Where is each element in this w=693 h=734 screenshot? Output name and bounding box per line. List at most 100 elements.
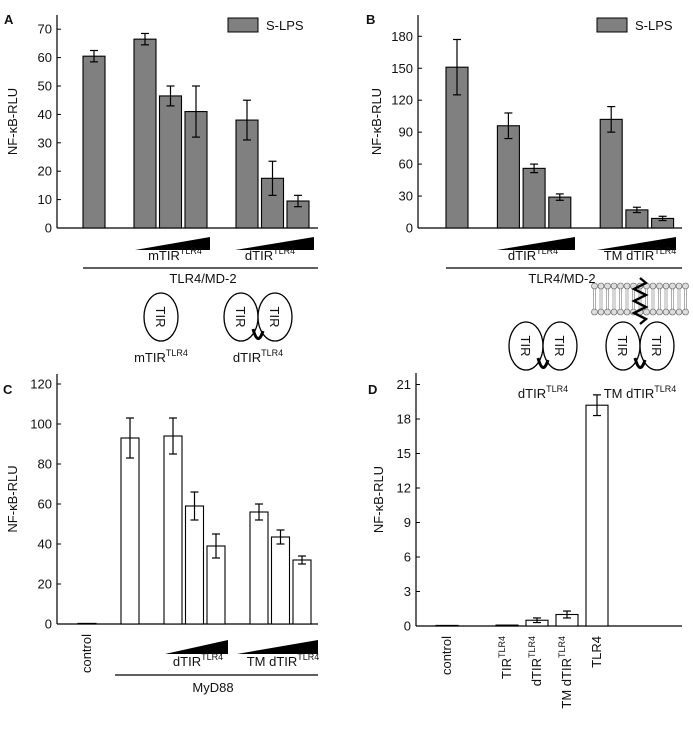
diagram-label: dTIRTLR4 [233, 348, 283, 365]
domain-shape [542, 321, 578, 371]
y-tick-label: 0 [406, 221, 413, 236]
lipid-head [623, 308, 631, 316]
y-tick-label: 100 [30, 417, 52, 432]
lipid-head [591, 282, 598, 290]
lipid-head [604, 282, 611, 290]
lipid-head [604, 308, 611, 316]
diagram-label-sup: TLR4 [654, 384, 676, 394]
lipid-head [682, 282, 689, 290]
diagram-label: mTIRTLR4 [134, 348, 188, 365]
lipid-head [610, 308, 618, 316]
annotation-sup: TLR4 [180, 246, 202, 256]
y-tick-label: 120 [391, 93, 413, 108]
dose-wedge [237, 640, 318, 654]
bar [496, 125, 520, 229]
annotation-sup: TLR4 [273, 246, 295, 256]
y-tick-label: 50 [38, 79, 52, 94]
annotation-sup: TLR4 [654, 246, 676, 256]
y-tick-label: 0 [404, 619, 411, 634]
diagram-label: dTIRTLR4 [518, 384, 568, 401]
lipid-head [643, 308, 650, 316]
y-tick-label: 12 [397, 481, 411, 496]
lipid-head [675, 308, 683, 316]
diagram-label-sup: TLR4 [546, 384, 568, 394]
bar [82, 55, 106, 229]
y-tick-label: 120 [30, 377, 52, 392]
legend-swatch [227, 17, 259, 33]
y-tick-label: 0 [45, 221, 52, 236]
domain-text: TIR [233, 307, 248, 328]
annotation: MyD88 [192, 680, 233, 695]
domain-text: TIR [267, 307, 282, 328]
domain-text: TIR [153, 307, 168, 328]
annotation-sup: TLR4 [536, 246, 558, 256]
dose-wedge [135, 237, 210, 250]
diagram-label-sup: TLR4 [166, 348, 188, 358]
bar [435, 624, 459, 627]
annotation-main: dTIR [245, 248, 273, 263]
annotation-main: dTIR [508, 248, 536, 263]
linker [633, 357, 647, 369]
diagram-label-main: TM dTIR [604, 386, 655, 401]
y-tick-label: 60 [38, 50, 52, 65]
x-tick-label-main: dTIR [529, 658, 544, 686]
x-tick-label: dTIRTLR4 [527, 636, 544, 686]
x-tick-label-sup: TLR4 [497, 636, 507, 658]
lipid-head [656, 308, 663, 316]
y-tick-label: 150 [391, 61, 413, 76]
annotation: dTIRTLR4 [508, 246, 558, 263]
x-tick-label: TM dTIRTLR4 [557, 636, 574, 709]
lipid-head [623, 282, 631, 290]
lipid-head [597, 282, 605, 290]
bar [77, 622, 97, 625]
bar [599, 118, 623, 229]
y-tick-label: 3 [404, 584, 411, 599]
annotation-main: TLR4/MD-2 [169, 271, 236, 286]
lipid-head [669, 308, 676, 316]
y-tick-label: 0 [45, 617, 52, 632]
annotation-sup: TLR4 [201, 652, 223, 662]
annotation-main: mTIR [148, 248, 180, 263]
y-tick-label: 21 [397, 377, 411, 392]
dose-wedge [597, 237, 676, 250]
annotation: TLR4/MD-2 [528, 271, 595, 286]
diagram-label: TM dTIRTLR4 [604, 384, 677, 401]
y-tick-label: 80 [38, 457, 52, 472]
domain-text: TIR [552, 336, 567, 357]
diagram-label-main: dTIR [518, 386, 546, 401]
diagram-label-main: mTIR [134, 350, 166, 365]
annotation: TM dTIRTLR4 [247, 652, 320, 669]
annotation-main: TM dTIR [247, 654, 298, 669]
bar [585, 404, 609, 627]
x-tick-label-main: TIR [499, 658, 514, 679]
x-tick-label-main: control [79, 634, 94, 673]
annotation: dTIRTLR4 [245, 246, 295, 263]
lipid-head [682, 308, 689, 316]
lipid-head [669, 282, 676, 290]
diagram-label-sup: TLR4 [261, 348, 283, 358]
domain-text: TIR [649, 336, 664, 357]
y-tick-label: 70 [38, 22, 52, 37]
y-axis-label: NF-κB-RLU [369, 88, 384, 155]
annotation: mTIRTLR4 [148, 246, 202, 263]
lipid-head [597, 308, 605, 316]
diagram-label-main: dTIR [233, 350, 261, 365]
x-tick-label: TLR4 [589, 636, 604, 668]
tm-helix [631, 277, 649, 325]
annotation: TM dTIRTLR4 [604, 246, 677, 263]
lipid-head [656, 282, 663, 290]
linker [251, 328, 265, 340]
annotation-main: TM dTIR [604, 248, 655, 263]
x-tick-label-sup: TLR4 [557, 636, 567, 658]
bar [292, 559, 312, 625]
lipid-head [662, 308, 670, 316]
y-tick-label: 15 [397, 446, 411, 461]
y-tick-label: 60 [38, 497, 52, 512]
x-tick-label-main: control [439, 636, 454, 675]
y-axis-label: NF-κB-RLU [371, 466, 386, 533]
x-tick-label: control [79, 634, 94, 673]
domain-shape [639, 321, 675, 371]
bar [120, 437, 140, 625]
bar [163, 435, 183, 625]
